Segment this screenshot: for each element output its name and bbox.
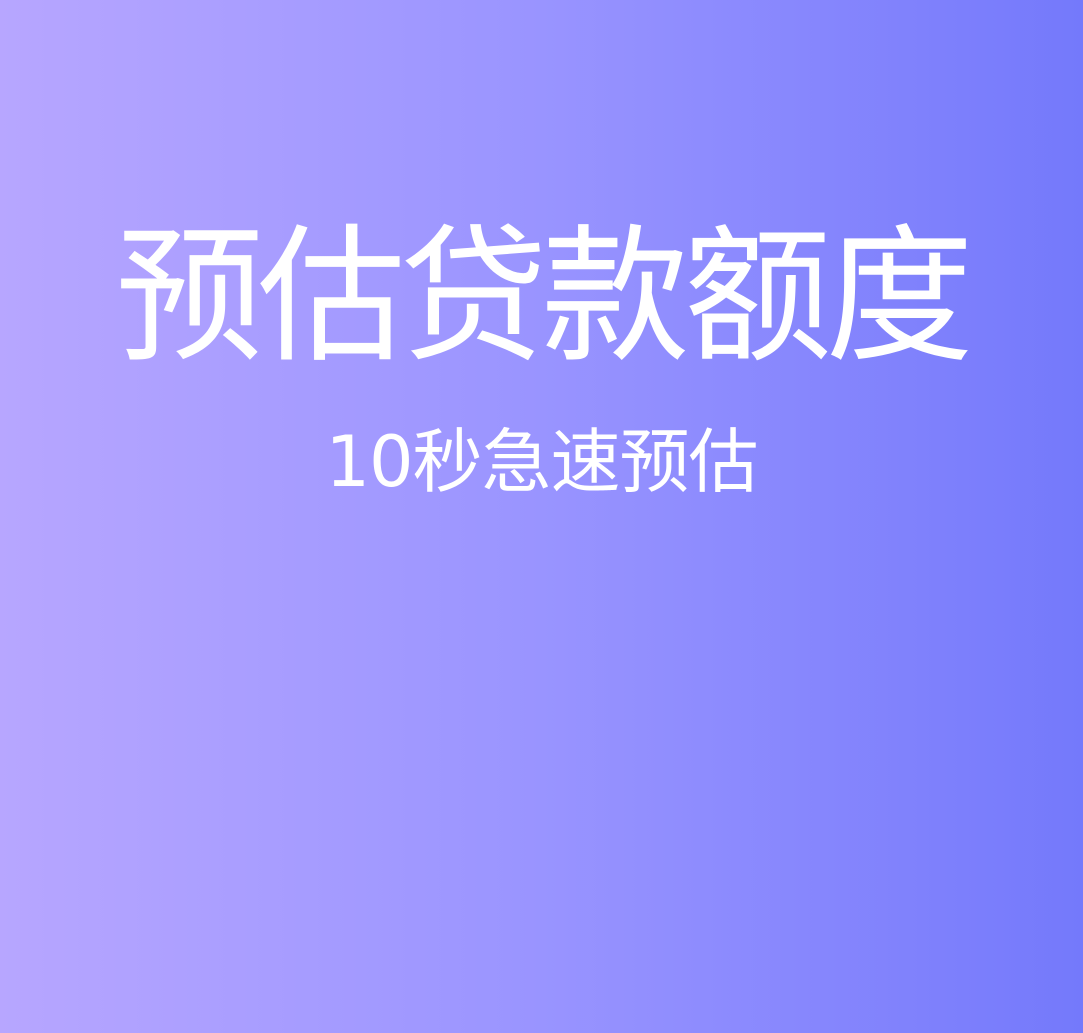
headline-title: 预估贷款额度 — [115, 211, 974, 383]
headline-subtitle: 10秒急速预估 — [325, 421, 758, 503]
